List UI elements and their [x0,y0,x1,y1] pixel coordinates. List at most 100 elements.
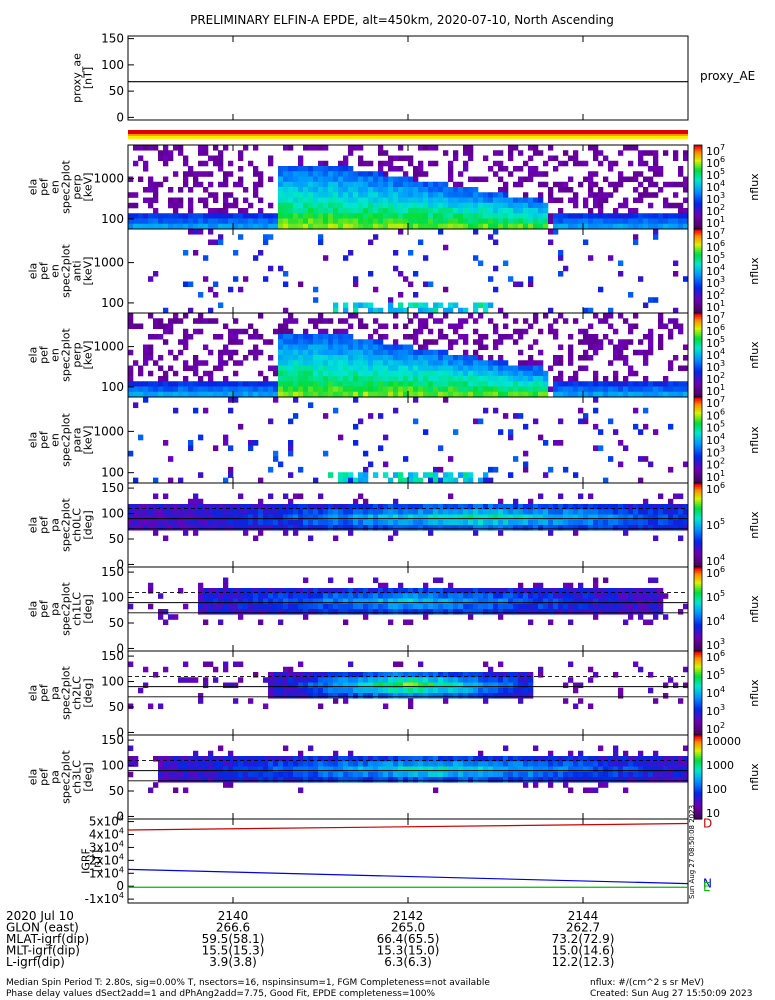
spectrogram-cell [443,244,449,251]
colorbar-segment [694,268,702,272]
spectrogram-cell [273,525,279,531]
spectrogram-cell [278,208,284,214]
spectrogram-cell [608,519,614,526]
spectrogram-cell [468,370,474,377]
spectrogram-cell [388,166,394,172]
spectrogram-cell [313,687,319,694]
spectrogram-cell [298,181,304,188]
colorbar-segment [694,210,702,213]
spectrogram-cell [453,504,459,510]
spectrogram-cell [198,223,204,230]
spectrogram-cell [463,391,469,398]
spectrogram-cell [448,171,454,177]
spectrogram-cell [523,197,529,204]
spectrogram-cell [518,328,524,335]
spectrogram-cell [178,339,184,345]
spectrogram-cell [163,150,169,156]
spectrogram-cell [363,181,369,188]
spectrogram-cell [253,535,259,542]
spectrogram-cell [633,187,639,193]
spectrogram-cell [223,440,229,446]
spectrogram-cell [323,525,329,531]
spectrogram-cell [408,370,414,377]
spectrogram-cell [413,313,419,319]
spectrogram-cell [303,771,309,778]
spectrogram-cell [303,197,309,204]
spectrogram-cell [168,766,174,773]
spectrogram-cell [448,223,454,230]
spectrogram-cell [308,402,314,409]
spectrogram-cell [448,588,454,594]
spectrogram-cell [158,703,164,710]
spectrogram-cell [343,155,349,162]
spectrogram-cell [683,461,689,468]
spectrogram-cell [228,588,234,594]
spectrogram-cell [328,588,334,594]
spectrogram-cell [618,504,624,510]
spectrogram-cell [623,598,629,605]
spectrogram-cell [258,176,264,183]
spectrogram-cell [318,391,324,398]
spectrogram-cell [183,360,189,366]
y-axis-label-line: ela [27,179,40,196]
spectrogram-cell [318,218,324,225]
spectrogram-cell [593,519,599,526]
spectrogram-cell [523,766,529,773]
spectrogram-cell [213,509,219,515]
spectrogram-cell [258,771,264,778]
spectrogram-cell [568,771,574,778]
spectrogram-cell [378,145,384,151]
spectrogram-cell [428,376,434,382]
colorbar-segment [694,216,702,220]
spectrogram-cell [533,745,539,752]
spectrogram-cell [603,609,609,615]
spectrogram-cell [208,208,214,214]
spectrogram-cell [538,365,544,372]
spectrogram-cell [438,756,444,762]
colorbar-segment [694,147,702,150]
spectrogram-cell [533,418,539,425]
spectrogram-cell [503,208,509,214]
y-tick-label-proxy-ae: 50 [109,84,124,98]
spectrogram-cell [438,445,444,452]
spectrogram-cell [203,525,209,531]
spectrogram-cell [463,160,469,167]
colorbar-tick-label: 106 [706,323,725,338]
spectrogram-cell [148,334,154,340]
spectrogram-cell [433,197,439,204]
spectrogram-cell [358,218,364,225]
spectrogram-cell [233,698,239,704]
spectrogram-cell [543,370,549,377]
spectrogram-cell [408,761,414,767]
spectrogram-cell [268,160,274,167]
colorbar-label: nflux [748,679,761,707]
spectrogram-cell [413,418,419,425]
spectrogram-cell [593,766,599,773]
spectrogram-cell [633,593,639,599]
spectrogram-cell [413,593,419,599]
spectrogram-cell [653,588,659,594]
spectrogram-cell [633,234,639,240]
colorbar-tick-label: 103 [706,637,725,652]
spectrogram-cell [473,365,479,372]
spectrogram-cell [138,213,144,219]
spectrogram-cell [368,461,374,468]
spectrogram-cell [298,197,304,204]
spectrogram-cell [418,208,424,214]
spectrogram-cell [523,376,529,382]
spectrogram-cell [463,756,469,762]
spectrogram-cell [258,588,264,594]
colorbar-segment [694,588,702,591]
spectrogram-cell [593,349,599,356]
spectrogram-cell [353,386,359,393]
spectrogram-cell [503,197,509,204]
spectrogram-cell [308,761,314,767]
spectrogram-cell [293,525,299,531]
spectrogram-cell [648,588,654,594]
spectrogram-cell [323,450,329,457]
colorbar-segment [694,323,702,327]
spectrogram-cell [438,187,444,193]
spectrogram-cell [638,150,644,156]
colorbar-tick-label: 103 [706,359,725,374]
